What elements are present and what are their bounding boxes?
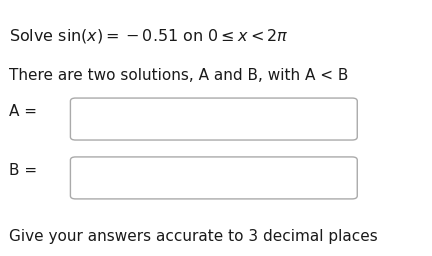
Text: Solve $\sin(x) = -0.51$ on $0 \leq x < 2\pi$: Solve $\sin(x) = -0.51$ on $0 \leq x < 2… [9, 27, 288, 45]
Text: B =: B = [9, 163, 37, 178]
Text: There are two solutions, A and B, with A < B: There are two solutions, A and B, with A… [9, 68, 348, 83]
FancyBboxPatch shape [70, 98, 357, 140]
Text: A =: A = [9, 104, 37, 119]
FancyBboxPatch shape [70, 157, 357, 199]
Text: Give your answers accurate to 3 decimal places: Give your answers accurate to 3 decimal … [9, 229, 378, 244]
